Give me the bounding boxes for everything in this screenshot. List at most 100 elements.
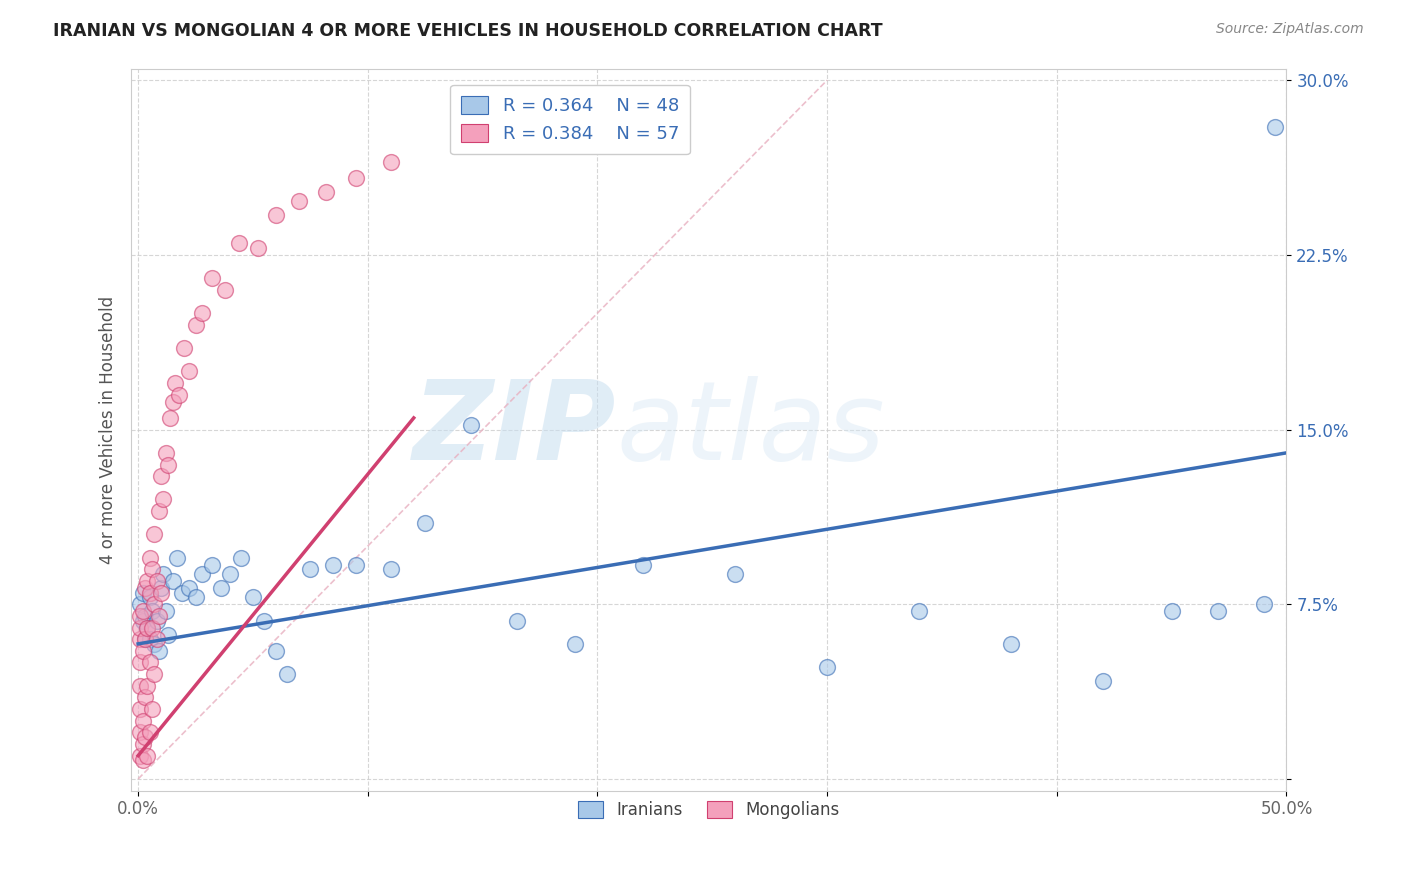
- Point: [169, 387, 191, 401]
- Point: [145, 632, 167, 647]
- Point: [413, 516, 436, 530]
- Point: [132, 714, 155, 728]
- Point: [143, 667, 166, 681]
- Point: [138, 725, 160, 739]
- Point: [159, 411, 181, 425]
- Point: [201, 558, 224, 572]
- Point: [163, 376, 186, 390]
- Point: [322, 558, 344, 572]
- Point: [242, 591, 264, 605]
- Point: [129, 632, 152, 647]
- Point: [380, 154, 402, 169]
- Point: [132, 585, 155, 599]
- Point: [132, 737, 155, 751]
- Point: [1160, 604, 1182, 618]
- Point: [141, 604, 163, 618]
- Point: [136, 621, 159, 635]
- Point: [506, 614, 529, 628]
- Point: [170, 585, 193, 599]
- Point: [150, 585, 173, 599]
- Point: [564, 637, 586, 651]
- Point: [156, 458, 179, 472]
- Point: [141, 702, 163, 716]
- Point: [152, 492, 174, 507]
- Point: [219, 566, 242, 581]
- Point: [132, 614, 155, 628]
- Point: [129, 621, 152, 635]
- Point: [276, 667, 298, 681]
- Point: [136, 621, 159, 635]
- Point: [177, 581, 200, 595]
- Point: [209, 581, 232, 595]
- Y-axis label: 4 or more Vehicles in Household: 4 or more Vehicles in Household: [100, 295, 117, 564]
- Text: ZIP: ZIP: [413, 376, 616, 483]
- Point: [134, 608, 156, 623]
- Point: [136, 574, 159, 588]
- Point: [177, 364, 200, 378]
- Point: [141, 621, 163, 635]
- Point: [136, 748, 159, 763]
- Point: [246, 241, 269, 255]
- Point: [214, 283, 236, 297]
- Point: [1264, 120, 1286, 134]
- Point: [132, 753, 155, 767]
- Point: [129, 725, 152, 739]
- Point: [145, 614, 167, 628]
- Point: [815, 660, 838, 674]
- Point: [1206, 604, 1229, 618]
- Point: [150, 469, 173, 483]
- Text: Source: ZipAtlas.com: Source: ZipAtlas.com: [1216, 22, 1364, 37]
- Point: [141, 562, 163, 576]
- Point: [129, 748, 152, 763]
- Point: [138, 591, 160, 605]
- Point: [155, 446, 177, 460]
- Point: [380, 562, 402, 576]
- Point: [150, 581, 173, 595]
- Point: [173, 341, 195, 355]
- Point: [191, 306, 214, 320]
- Point: [253, 614, 276, 628]
- Point: [1091, 674, 1114, 689]
- Point: [129, 608, 152, 623]
- Point: [264, 208, 287, 222]
- Point: [129, 679, 152, 693]
- Point: [288, 194, 311, 209]
- Text: IRANIAN VS MONGOLIAN 4 OR MORE VEHICLES IN HOUSEHOLD CORRELATION CHART: IRANIAN VS MONGOLIAN 4 OR MORE VEHICLES …: [53, 22, 883, 40]
- Point: [315, 185, 337, 199]
- Point: [908, 604, 931, 618]
- Point: [344, 558, 367, 572]
- Text: atlas: atlas: [616, 376, 884, 483]
- Point: [129, 656, 152, 670]
- Point: [155, 604, 177, 618]
- Point: [129, 702, 152, 716]
- Point: [138, 550, 160, 565]
- Point: [145, 574, 167, 588]
- Point: [184, 318, 207, 332]
- Point: [460, 417, 482, 432]
- Point: [724, 566, 747, 581]
- Point: [191, 566, 214, 581]
- Point: [134, 730, 156, 744]
- Point: [1253, 597, 1275, 611]
- Point: [134, 581, 156, 595]
- Point: [184, 591, 207, 605]
- Point: [162, 574, 184, 588]
- Point: [148, 504, 170, 518]
- Point: [132, 644, 155, 658]
- Point: [299, 562, 322, 576]
- Point: [1000, 637, 1022, 651]
- Point: [228, 236, 250, 251]
- Point: [136, 679, 159, 693]
- Point: [132, 604, 155, 618]
- Point: [152, 566, 174, 581]
- Point: [143, 597, 166, 611]
- Point: [143, 637, 166, 651]
- Point: [264, 644, 287, 658]
- Point: [201, 271, 224, 285]
- Point: [231, 550, 253, 565]
- Point: [156, 627, 179, 641]
- Point: [134, 690, 156, 705]
- Point: [134, 632, 156, 647]
- Point: [138, 632, 160, 647]
- Point: [344, 171, 367, 186]
